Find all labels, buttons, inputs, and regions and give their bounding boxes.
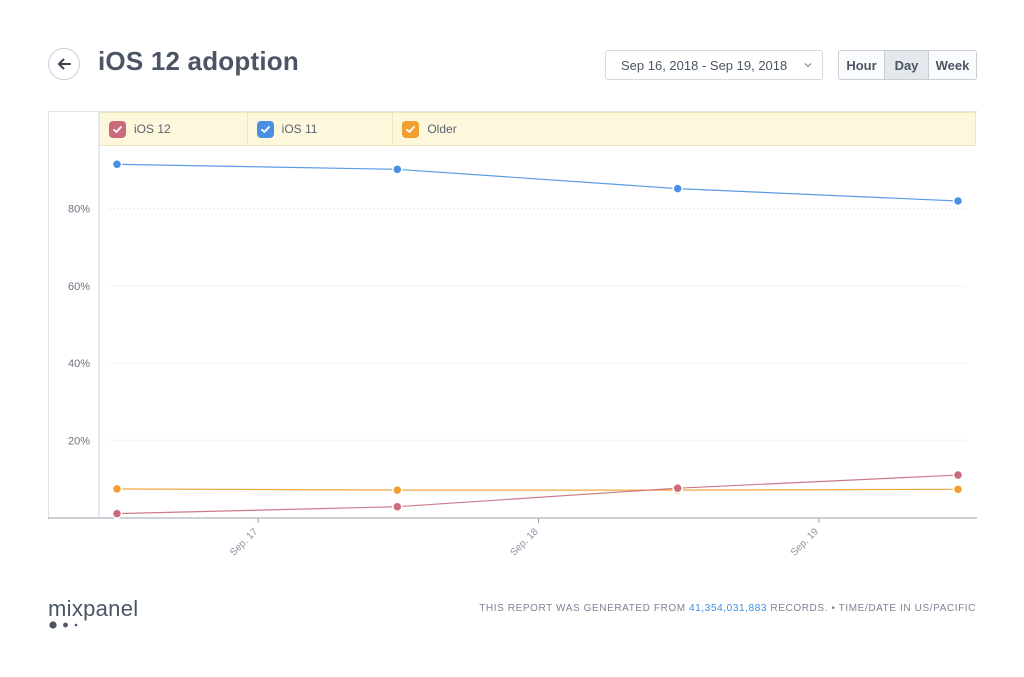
x-tick-label: Sep. 19 xyxy=(789,526,821,558)
y-tick-label: 40% xyxy=(68,358,90,370)
y-tick-label: 20% xyxy=(68,435,90,447)
legend-label: iOS 11 xyxy=(281,122,318,136)
logo-dots-icon xyxy=(49,621,78,629)
data-point xyxy=(392,164,403,175)
checkmark-icon xyxy=(109,120,126,138)
y-tick-label: 80% xyxy=(68,204,90,216)
x-tick-label: Sep. 17 xyxy=(228,526,260,558)
y-tick-label: 60% xyxy=(68,281,90,293)
data-point xyxy=(111,483,123,495)
data-point xyxy=(952,484,964,495)
legend-item-older[interactable]: Older xyxy=(393,113,975,145)
mixpanel-logo: mixpanel xyxy=(48,596,139,621)
granularity-toggle: Hour Day Week xyxy=(838,50,977,80)
arrow-left-icon xyxy=(58,58,71,70)
footer-note-suffix: RECORDS. • TIME/DATE IN US/PACIFIC xyxy=(767,603,976,614)
data-point xyxy=(111,508,123,519)
series-line xyxy=(116,163,959,202)
legend-item-ios12[interactable]: iOS 12 xyxy=(100,113,248,145)
legend-item-ios11[interactable]: iOS 11 xyxy=(248,113,394,145)
series-line xyxy=(116,474,959,515)
data-point xyxy=(672,183,683,194)
page-title: iOS 12 adoption xyxy=(98,46,299,76)
back-button[interactable] xyxy=(48,48,80,80)
chart-frame xyxy=(48,111,977,519)
date-range-select[interactable]: Sep 16, 2018 - Sep 19, 2018 xyxy=(605,50,823,80)
data-point xyxy=(111,159,123,170)
data-point xyxy=(672,482,683,494)
chart-legend: iOS 12 iOS 11 Older xyxy=(99,112,976,146)
data-point xyxy=(952,195,964,207)
legend-label: Older xyxy=(427,122,457,136)
series-line xyxy=(116,488,959,491)
granularity-day-button[interactable]: Day xyxy=(884,51,928,79)
data-point xyxy=(392,484,403,496)
checkmark-icon xyxy=(402,120,420,138)
legend-label: iOS 12 xyxy=(134,122,171,136)
granularity-week-button[interactable]: Week xyxy=(928,51,976,79)
granularity-hour-button[interactable]: Hour xyxy=(839,51,884,79)
data-point xyxy=(952,469,964,481)
footer-note-prefix: THIS REPORT WAS GENERATED FROM xyxy=(479,603,690,614)
report-footer-note: THIS REPORT WAS GENERATED FROM 41,354,03… xyxy=(479,603,976,614)
chevron-down-icon xyxy=(804,63,812,68)
record-count: 41,354,031,883 xyxy=(689,603,768,614)
date-range-value: Sep 16, 2018 - Sep 19, 2018 xyxy=(621,57,788,73)
data-point xyxy=(392,501,403,512)
x-tick-label: Sep. 18 xyxy=(508,526,540,558)
checkmark-icon xyxy=(256,120,274,138)
